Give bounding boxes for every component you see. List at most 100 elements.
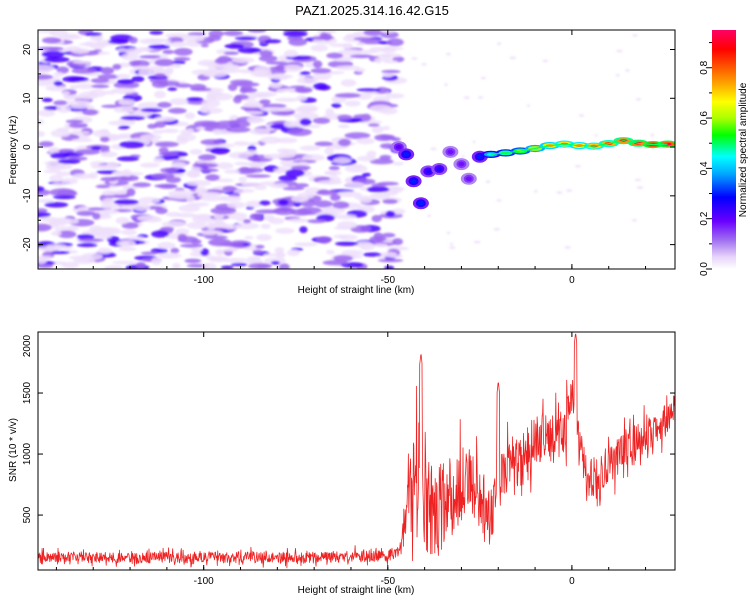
noise-blob [278, 175, 298, 182]
noise-blob [650, 133, 655, 137]
noise-blob [292, 159, 317, 164]
noise-blob [198, 154, 217, 161]
noise-blob [206, 91, 223, 96]
noise-blob [118, 246, 137, 252]
noise-blob [61, 177, 78, 185]
noise-blob [157, 80, 180, 87]
signal-point [417, 201, 424, 206]
noise-blob [225, 212, 248, 220]
noise-blob [92, 129, 111, 137]
x-tick-label: -50 [381, 576, 396, 587]
noise-blob [233, 141, 250, 147]
noise-blob [173, 48, 193, 56]
noise-blob [68, 122, 88, 128]
noise-blob [176, 136, 189, 145]
noise-blob [38, 74, 54, 80]
noise-blob [108, 39, 129, 44]
noise-blob [386, 38, 404, 47]
noise-blob [307, 124, 321, 129]
x-tick-label: -100 [194, 275, 214, 286]
noise-blob [480, 76, 486, 80]
noise-blob [356, 88, 382, 92]
noise-blob [172, 262, 181, 269]
noise-blob [259, 99, 271, 105]
noise-blob [258, 55, 278, 62]
noise-blob [53, 80, 63, 87]
noise-blob [202, 262, 217, 269]
noise-blob [216, 162, 234, 170]
y-tick-label: 20 [22, 44, 33, 56]
noise-blob [362, 172, 371, 177]
noise-blob [208, 257, 225, 262]
noise-blob [247, 256, 261, 261]
signal-point [447, 149, 454, 155]
noise-blob [556, 191, 563, 194]
noise-blob [184, 258, 202, 264]
noise-blob [189, 83, 207, 91]
noise-blob [260, 136, 281, 144]
noise-blob [256, 264, 270, 269]
noise-blob [161, 128, 180, 134]
noise-blob [52, 195, 76, 200]
noise-blob [264, 39, 282, 44]
x-tick-label: 0 [569, 576, 575, 587]
noise-blob [136, 215, 161, 222]
noise-blob [138, 68, 152, 76]
signal-point [476, 154, 483, 159]
noise-blob [137, 101, 163, 110]
snr-frame [37, 331, 676, 571]
noise-blob [317, 189, 330, 194]
noise-blob [145, 38, 172, 43]
noise-blob [186, 180, 212, 187]
noise-blob [61, 91, 70, 96]
noise-blob [201, 99, 221, 108]
noise-blob [381, 46, 397, 54]
noise-blob [95, 184, 111, 189]
signal-point [458, 161, 465, 167]
noise-blob [177, 236, 199, 244]
noise-blob [207, 69, 218, 73]
noise-blob [338, 124, 350, 129]
noise-blob [238, 176, 247, 183]
noise-blob [377, 258, 404, 263]
noise-blob [100, 203, 120, 210]
x-tick-label: -50 [381, 275, 396, 286]
noise-blob [375, 87, 389, 94]
spectrogram-y-axis: -20 -10 0 10 20 [22, 44, 675, 270]
noise-blob [273, 168, 291, 172]
noise-blob [119, 141, 145, 149]
noise-blob [244, 161, 268, 167]
noise-blob [485, 180, 491, 183]
noise-blob [100, 151, 118, 158]
noise-blob [334, 93, 361, 98]
noise-blob [100, 136, 110, 143]
noise-blob [205, 174, 220, 182]
noise-blob [291, 165, 311, 171]
noise-blob [344, 164, 368, 173]
noise-blob [333, 157, 352, 164]
noise-blob [155, 207, 168, 215]
noise-blob [356, 42, 365, 46]
noise-blob [76, 242, 98, 248]
noise-blob [616, 49, 623, 53]
noise-blob [63, 33, 80, 39]
noise-blob [359, 243, 375, 251]
noise-blob [154, 73, 166, 78]
noise-blob [249, 128, 271, 135]
noise-blob [270, 260, 281, 265]
snr-x-axis: -100 -50 0 [55, 332, 647, 587]
noise-blob [382, 72, 394, 78]
noise-blob [200, 122, 220, 129]
noise-blob [369, 193, 391, 200]
noise-blob [101, 190, 116, 196]
noise-blob [157, 241, 176, 250]
noise-blob [91, 84, 110, 89]
noise-blob [316, 236, 333, 243]
noise-blob [174, 83, 193, 88]
noise-blob [330, 194, 341, 202]
noise-blob [299, 118, 312, 126]
noise-blob [335, 65, 361, 71]
snr-series-line [38, 333, 675, 569]
noise-blob [78, 135, 90, 140]
noise-blob [632, 219, 637, 222]
